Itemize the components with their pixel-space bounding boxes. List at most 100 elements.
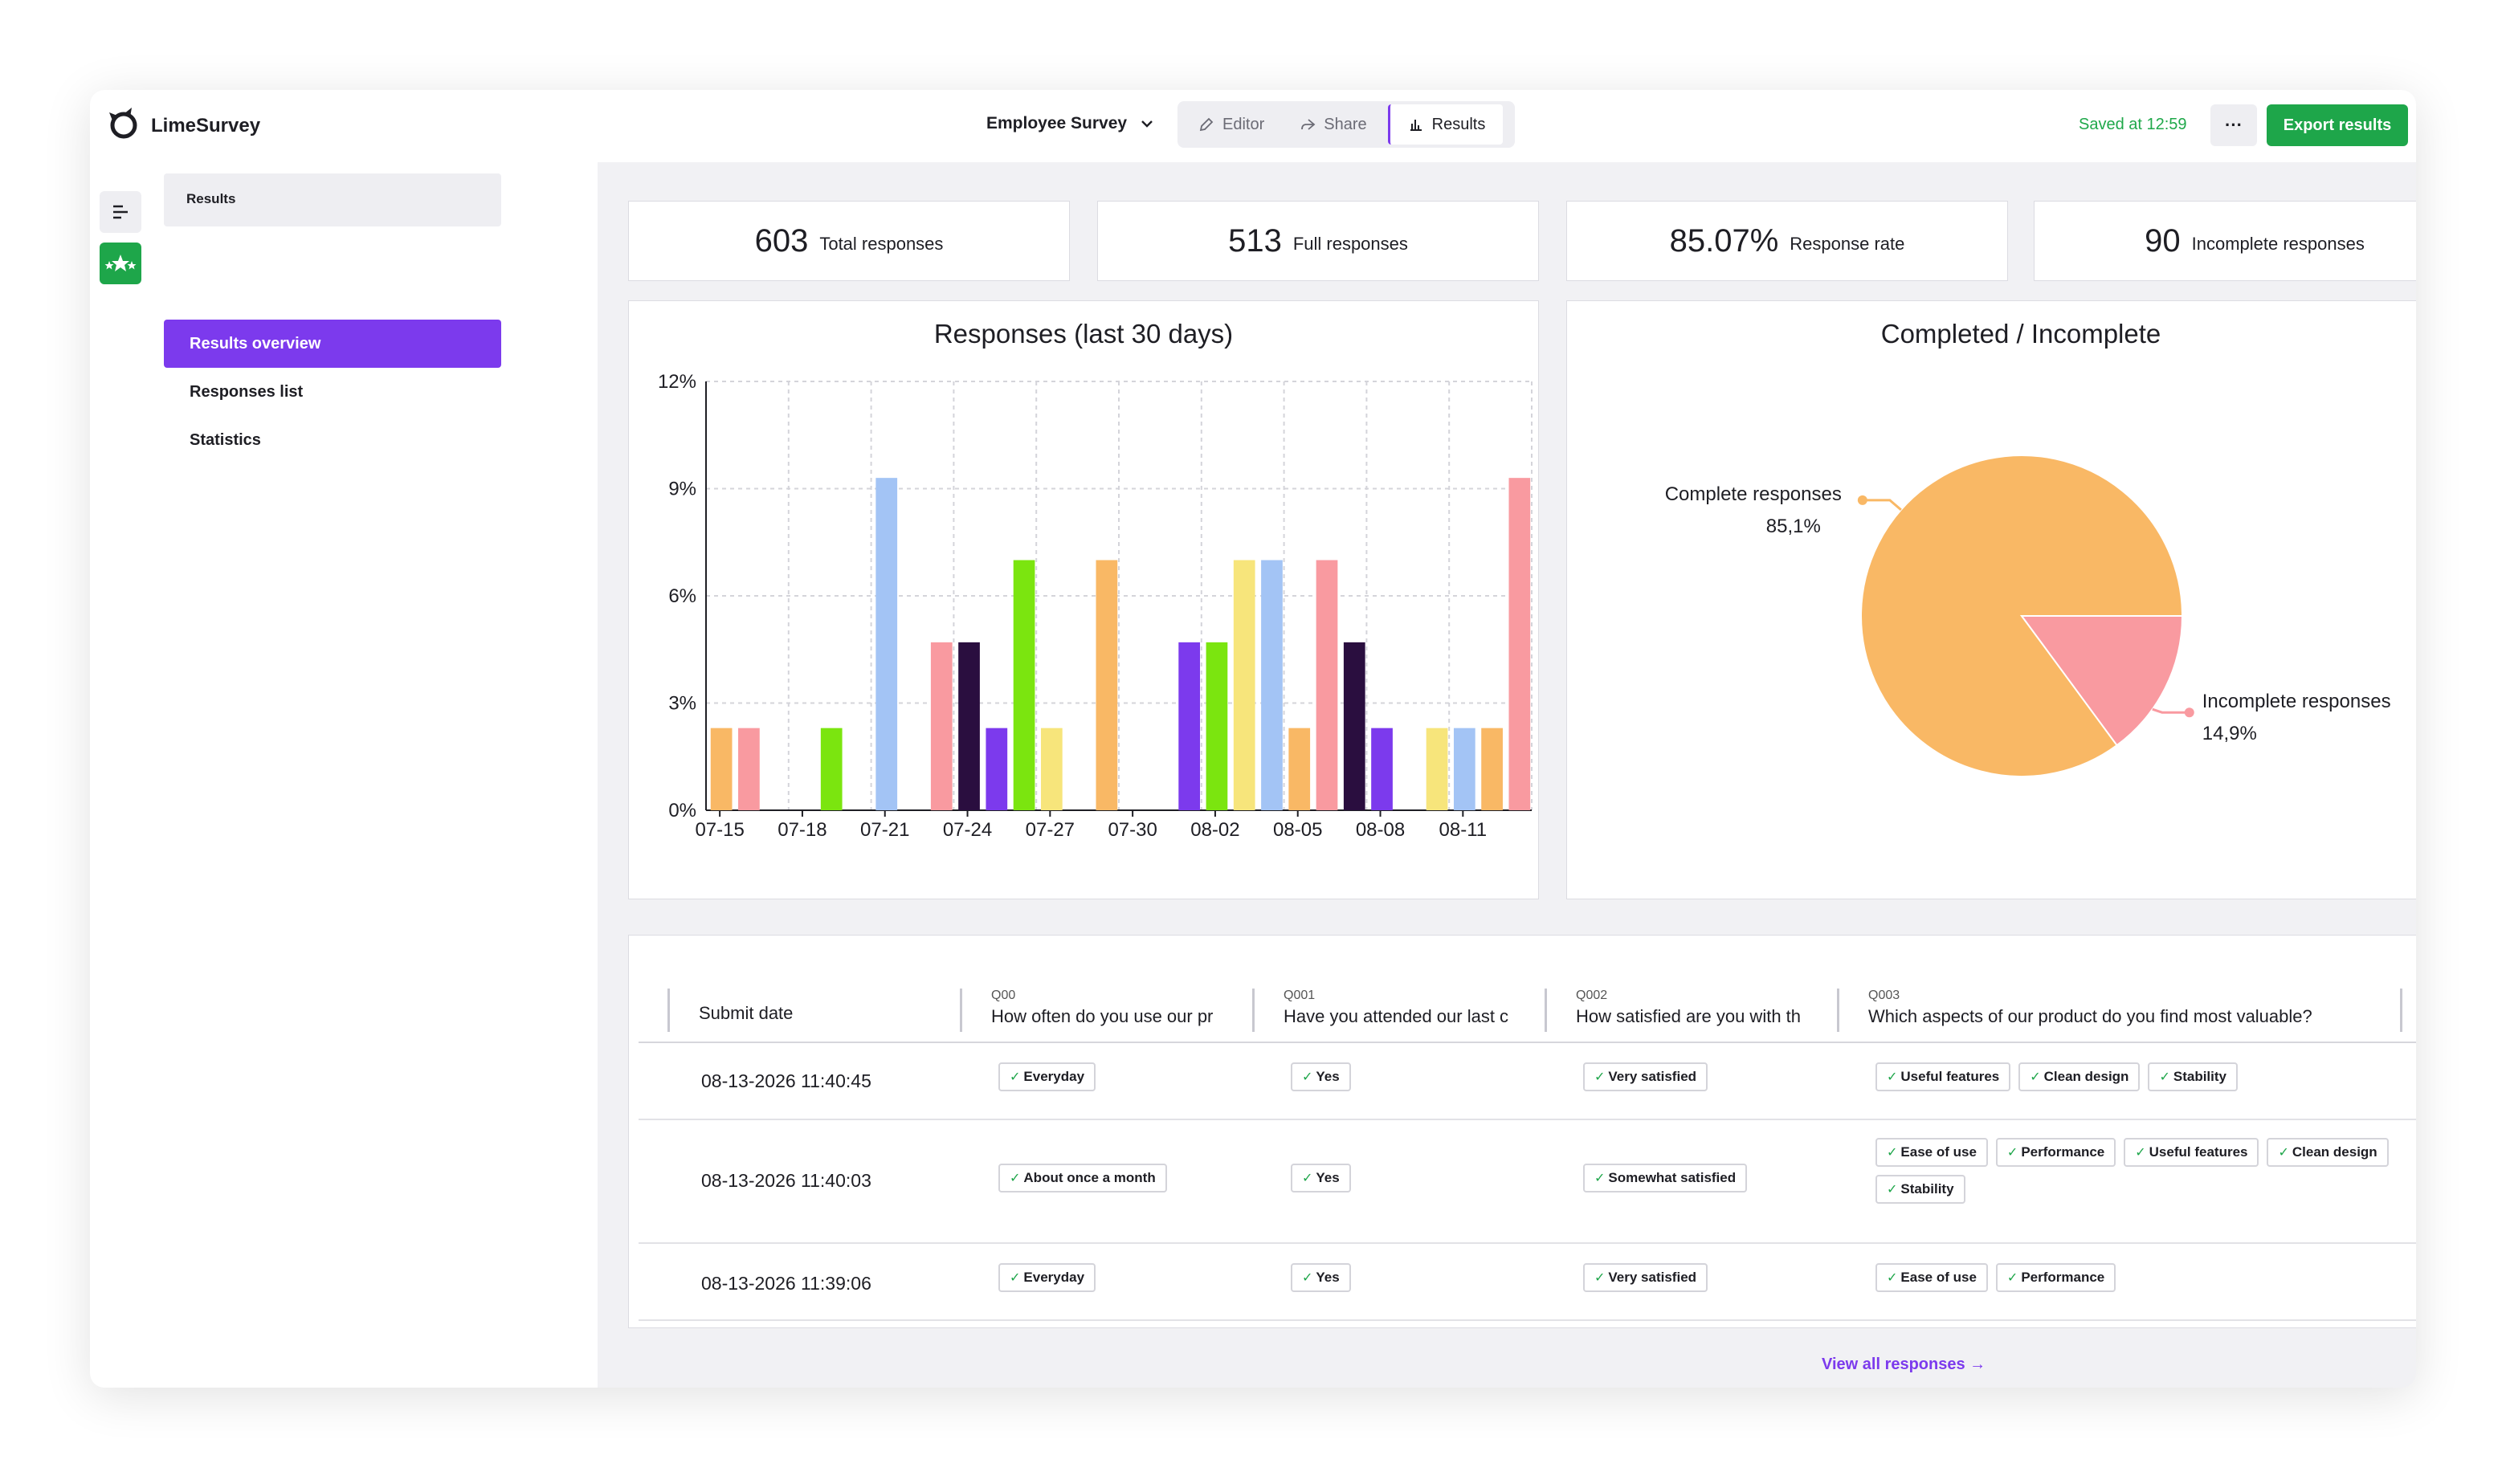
kpi-label: Total responses <box>819 234 944 254</box>
kpi-label: Incomplete responses <box>2191 234 2365 254</box>
submit-date-cell: 08-13-2026 11:40:45 <box>701 1070 871 1091</box>
column-q001[interactable]: Q001 Have you attended our last c <box>1252 989 1545 1032</box>
answer-text: Everyday <box>1023 1069 1085 1084</box>
answer-chip: ✓ Very satisfied <box>1583 1263 1708 1292</box>
q003-answers: ✓ Ease of use ✓ Performance ✓ Useful featur… <box>1875 1138 2416 1204</box>
answer-chip: ✓ Useful features <box>1875 1062 2011 1091</box>
bar <box>1453 728 1475 810</box>
q003-answers: ✓ Useful features ✓ Clean design ✓ Stabilit… <box>1875 1062 2416 1091</box>
answer-chip: ✓ Clean design <box>2018 1062 2141 1091</box>
tab-editor[interactable]: Editor <box>1181 104 1282 145</box>
table-row[interactable]: 08-13-2026 11:40:03 ✓ About once a month … <box>639 1120 2416 1244</box>
table-row[interactable]: 08-13-2026 11:39:06 ✓ Everyday ✓ Yes ✓ Very… <box>639 1244 2416 1321</box>
kpi-value: 603 <box>754 222 809 259</box>
pie-chart-title: Completed / Incomplete <box>1880 319 2161 349</box>
y-tick-label: 12% <box>658 371 696 393</box>
pie-leader-dot <box>2184 707 2194 718</box>
responses-table-card: Submit date Q00 How often do you use our… <box>628 935 2416 1328</box>
share-icon <box>1301 119 1316 130</box>
column-q00[interactable]: Q00 How often do you use our pr <box>960 989 1252 1032</box>
column-q003[interactable]: Q003 Which aspects of our product do you… <box>1837 989 2402 1032</box>
bar <box>930 642 953 810</box>
tab-share-label: Share <box>1324 115 1367 133</box>
y-tick-label: 3% <box>668 693 696 715</box>
check-icon: ✓ <box>2278 1146 2289 1160</box>
answer-chip: ✓ Useful features <box>2124 1138 2259 1167</box>
main-content: 603 Total responses 513 Full responses 8… <box>598 162 2416 1388</box>
survey-selector[interactable]: Employee Survey <box>986 114 1156 133</box>
submit-date-cell: 08-13-2026 11:40:03 <box>701 1170 871 1191</box>
check-icon: ✓ <box>1887 1271 1898 1285</box>
answer-chip: ✓ Yes <box>1291 1263 1351 1292</box>
column-title: How satisfied are you with th <box>1576 1006 1802 1026</box>
q003-answers: ✓ Ease of use ✓ Performance <box>1875 1263 2416 1292</box>
answer-text: Ease of use <box>1900 1270 1977 1285</box>
app-window: LimeSurvey Employee Survey Editor Share … <box>90 90 2416 1388</box>
pie-slice-value-label: 85,1% <box>1766 516 1821 537</box>
column-q002[interactable]: Q002 How satisfied are you with th <box>1545 989 1837 1032</box>
rating-button[interactable] <box>100 243 141 284</box>
answer-text: Everyday <box>1023 1270 1085 1285</box>
column-title: Which aspects of our product do you find… <box>1868 1006 2312 1026</box>
answer-text: Performance <box>2021 1144 2105 1160</box>
kpi-label: Response rate <box>1790 234 1905 254</box>
bar <box>1426 728 1448 810</box>
answer-text: Clean design <box>2292 1144 2377 1160</box>
responses-chart-card: Responses (last 30 days) 0% 3% 6% 9% 12% 07-1… <box>628 300 1539 899</box>
x-tick-label: 08-08 <box>1356 819 1405 841</box>
sidebar-item-responses-list[interactable]: Responses list <box>190 382 304 401</box>
answer-text: Stability <box>2173 1069 2226 1084</box>
column-code: Q00 <box>991 989 1016 1002</box>
check-icon: ✓ <box>1302 1172 1313 1185</box>
kpi-label: Full responses <box>1292 234 1408 254</box>
sidebar-item-results-overview[interactable]: Results overview <box>164 320 501 368</box>
bar <box>1233 560 1255 810</box>
answer-chip: ✓ Everyday <box>998 1263 1096 1292</box>
pie-slice <box>1860 455 2184 777</box>
kpi-full-responses: 513 Full responses <box>1097 201 1539 281</box>
x-tick-label: 07-15 <box>695 819 744 841</box>
tab-share[interactable]: Share <box>1282 104 1384 145</box>
answer-chip: ✓ Somewhat satisfied <box>1583 1164 1748 1192</box>
export-results-button[interactable]: Export results <box>2267 104 2408 146</box>
answer-text: Stability <box>1900 1181 1954 1197</box>
app-logo[interactable]: LimeSurvey <box>106 104 260 141</box>
pie-slice-label: Complete responses <box>1665 483 1842 505</box>
more-options-button[interactable]: ··· <box>2210 104 2257 146</box>
column-submit-date[interactable]: Submit date <box>667 989 960 1032</box>
answer-chip: ✓ Ease of use <box>1875 1138 1988 1167</box>
table-header: Submit date Q00 How often do you use our… <box>639 972 2416 1043</box>
sidebar-toggle-button[interactable] <box>100 191 141 233</box>
sidebar-item-statistics[interactable]: Statistics <box>190 430 261 449</box>
y-tick-label: 6% <box>668 585 696 607</box>
tab-results[interactable]: Results <box>1387 104 1504 145</box>
column-title: How often do you use our pr <box>991 1006 1214 1026</box>
answer-text: Very satisfied <box>1608 1270 1697 1285</box>
view-all-responses-link[interactable]: View all responses → <box>1822 1356 1986 1373</box>
bar <box>875 478 898 810</box>
bar <box>710 728 733 810</box>
icon-rail <box>90 162 148 1388</box>
table-row[interactable]: 08-13-2026 11:40:45 ✓ Everyday ✓ Yes ✓ Very… <box>639 1043 2416 1120</box>
y-tick-label: 9% <box>668 479 696 500</box>
answer-chip: ✓ Very satisfied <box>1583 1062 1708 1091</box>
x-tick-label: 08-05 <box>1273 819 1322 841</box>
column-code: Q003 <box>1868 989 1900 1002</box>
stars-icon <box>104 255 137 271</box>
answer-text: About once a month <box>1023 1170 1156 1185</box>
answer-chip: ✓ Yes <box>1291 1062 1351 1091</box>
x-tick-label: 08-02 <box>1190 819 1239 841</box>
q001-answers: ✓ Yes <box>1291 1164 1564 1192</box>
check-icon: ✓ <box>1887 1183 1898 1197</box>
responses-bar-chart: 0% 3% 6% 9% 12% 07-15 07-18 07-21 07-24 07-27 07-3… <box>658 371 1533 841</box>
q00-answers: ✓ Everyday <box>998 1062 1271 1091</box>
sidebar: Results Results overview Responses list … <box>148 162 598 1388</box>
bar <box>1508 478 1531 810</box>
bar-chart-icon <box>1410 120 1422 131</box>
x-tick-label: 07-21 <box>860 819 909 841</box>
check-icon: ✓ <box>1887 1070 1898 1084</box>
answer-chip: ✓ About once a month <box>998 1164 1167 1192</box>
answer-text: Very satisfied <box>1608 1069 1697 1084</box>
bar <box>820 728 843 810</box>
answer-text: Yes <box>1316 1170 1340 1185</box>
